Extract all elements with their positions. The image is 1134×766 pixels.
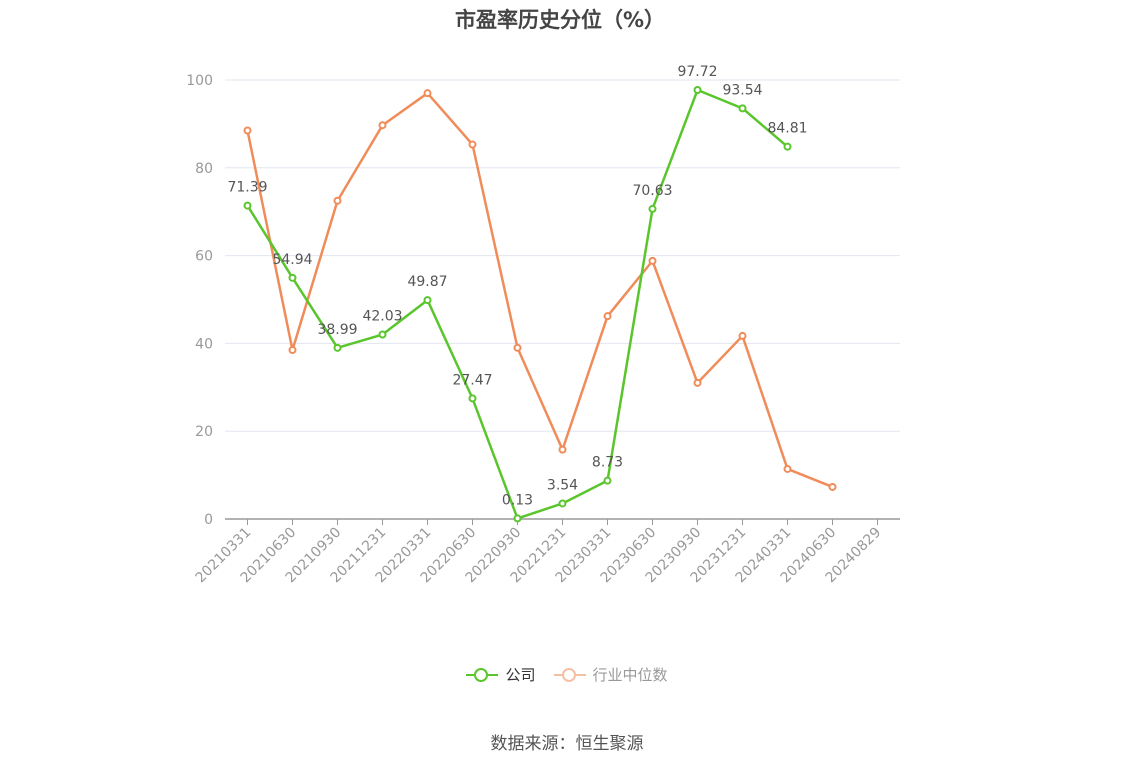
data-point-industry-median (333, 196, 342, 205)
data-point-company (648, 204, 657, 213)
data-label-company: 27.47 (452, 372, 492, 388)
data-label-company: 8.73 (592, 455, 623, 471)
series-line-industry-median (246, 91, 833, 489)
data-point-industry-median (648, 256, 657, 265)
data-point-industry-median (468, 140, 477, 149)
series-line-company (246, 88, 789, 520)
data-point-industry-median (243, 126, 252, 135)
data-point-industry-median (558, 445, 567, 454)
legend-item-industry-median[interactable]: 行业中位数 (553, 664, 668, 685)
data-point-industry-median (288, 345, 297, 354)
data-point-industry-median (378, 121, 387, 130)
data-point-industry-median (693, 378, 702, 387)
data-point-industry-median (783, 464, 792, 473)
y-tick-label: 80 (195, 161, 213, 177)
data-label-company: 84.81 (767, 121, 807, 137)
data-point-company (738, 104, 747, 113)
legend-label-company: 公司 (505, 666, 536, 684)
y-tick-label: 100 (186, 73, 213, 89)
data-point-company (243, 201, 252, 210)
data-label-company: 97.72 (677, 64, 717, 80)
legend-label-industry-median: 行业中位数 (592, 666, 668, 684)
data-point-industry-median (423, 89, 432, 98)
legend: 公司 行业中位数 (0, 664, 1134, 685)
data-source: 数据来源：恒生聚源 (490, 734, 644, 754)
data-point-company (783, 142, 792, 151)
data-label-company: 38.99 (317, 322, 357, 338)
grid-lines (225, 79, 900, 432)
legend-swatch-industry-median (553, 667, 586, 682)
data-point-industry-median (828, 482, 837, 491)
y-tick-label: 40 (195, 336, 213, 352)
data-label-company: 42.03 (362, 308, 402, 324)
data-point-company (513, 514, 522, 523)
data-point-company (558, 499, 567, 508)
y-tick-label: 0 (204, 512, 213, 528)
data-point-company (378, 330, 387, 339)
series-layer (243, 86, 837, 523)
data-label-company: 71.39 (227, 180, 267, 196)
data-label-company: 70.63 (632, 183, 672, 199)
data-point-company (693, 86, 702, 95)
data-label-company: 3.54 (547, 477, 578, 493)
legend-item-company[interactable]: 公司 (466, 664, 536, 685)
data-label-company: 0.13 (502, 492, 533, 508)
data-label-company: 54.94 (272, 252, 312, 268)
data-point-company (468, 394, 477, 403)
chart-title: 市盈率历史分位（%） (454, 8, 666, 32)
data-point-company (603, 476, 612, 485)
data-point-company (333, 343, 342, 352)
y-tick-label: 20 (195, 424, 213, 440)
data-point-industry-median (603, 312, 612, 321)
data-label-company: 93.54 (722, 82, 762, 98)
y-tick-label: 60 (195, 249, 213, 265)
data-labels: 71.39 54.94 38.99 42.03 49.87 27.47 0.13 3.54 8.… (227, 64, 807, 508)
data-point-company (423, 296, 432, 305)
data-point-company (288, 273, 297, 282)
data-point-industry-median (513, 343, 522, 352)
data-label-company: 49.87 (407, 274, 447, 290)
legend-swatch-company (466, 667, 499, 682)
data-point-industry-median (738, 331, 747, 340)
